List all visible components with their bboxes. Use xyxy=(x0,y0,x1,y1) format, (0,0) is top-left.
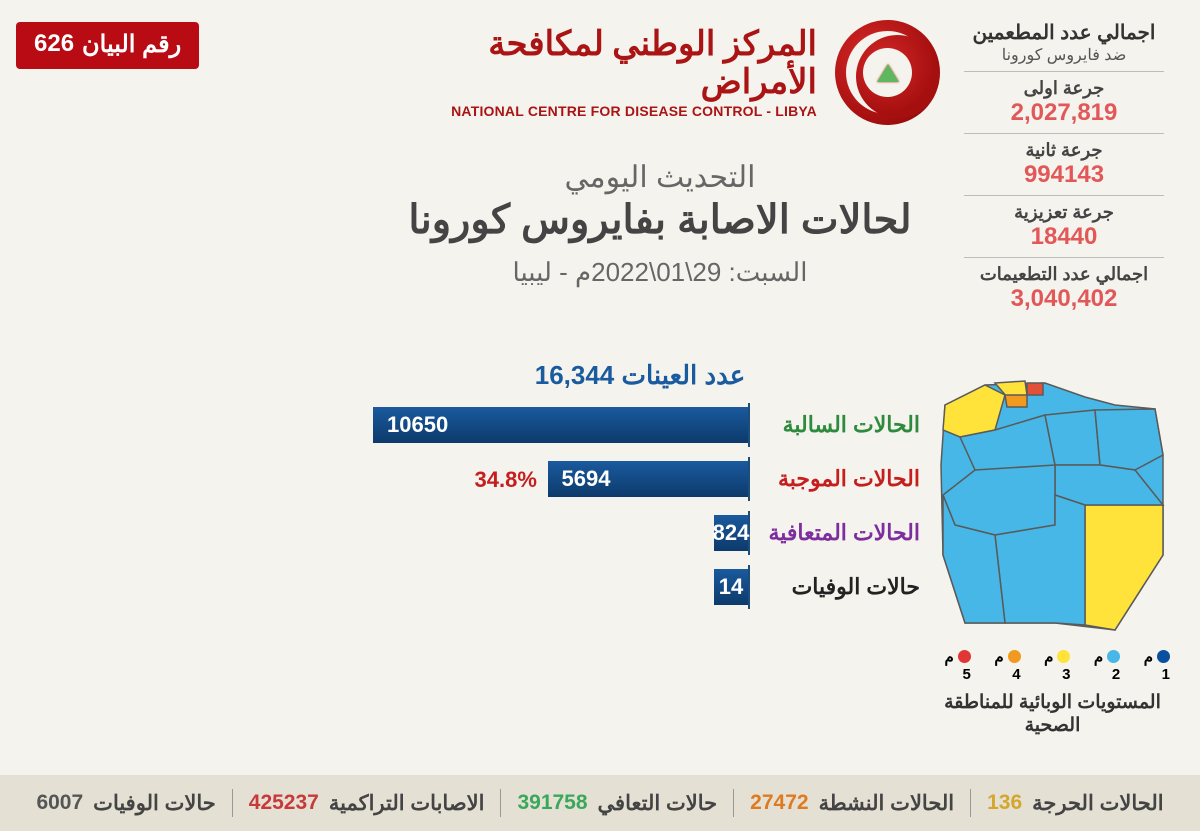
legend-item: م 2 xyxy=(1084,648,1120,683)
legend-item: م 5 xyxy=(935,648,971,683)
footer-label: الحالات النشطة xyxy=(819,791,955,816)
footer-item: الحالات الحرجة 136 xyxy=(987,791,1163,816)
chart-label: حالات الوفيات xyxy=(750,574,920,600)
map-caption: المستويات الوبائية للمناطقة الصحية xyxy=(935,691,1170,737)
chart-row: حالات الوفيات 14 xyxy=(360,565,920,609)
legend-dot xyxy=(1057,650,1070,663)
vax-label: جرعة تعزيزية xyxy=(964,202,1164,223)
chart-bar: 14 xyxy=(714,569,748,605)
vax-row: جرعة اولى 2,027,819 xyxy=(964,71,1164,133)
footer-label: الحالات الحرجة xyxy=(1032,791,1163,816)
footer-label: حالات التعافي xyxy=(598,791,718,816)
title-block: التحديث اليومي لحالات الاصابة بفايروس كو… xyxy=(380,160,940,288)
map-region xyxy=(1095,409,1163,470)
vax-row: جرعة ثانية 994143 xyxy=(964,133,1164,195)
vax-label: جرعة اولى xyxy=(964,78,1164,99)
legend-dot xyxy=(1008,650,1021,663)
org-name-ar: المركز الوطني لمكافحة الأمراض xyxy=(420,26,817,101)
vax-label: جرعة ثانية xyxy=(964,140,1164,161)
footer-sep xyxy=(970,789,971,817)
footer-item: الاصابات التراكمية 425237 xyxy=(249,791,485,816)
legend-item: م 4 xyxy=(985,648,1021,683)
footer-label: الاصابات التراكمية xyxy=(329,791,485,816)
footer-item: الحالات النشطة 27472 xyxy=(750,791,954,816)
org-name-en: NATIONAL CENTRE FOR DISEASE CONTROL - LI… xyxy=(420,103,817,119)
chart-pct: 34.8% xyxy=(475,467,537,493)
vax-row: اجمالي عدد التطعيمات 3,040,402 xyxy=(964,257,1164,319)
footer-value: 425237 xyxy=(249,791,319,816)
legend-item: م 1 xyxy=(1134,648,1170,683)
legend-item: م 3 xyxy=(1035,648,1071,683)
vax-value: 3,040,402 xyxy=(964,285,1164,313)
vax-header-1: اجمالي عدد المطعمين xyxy=(964,20,1164,45)
legend-dot xyxy=(958,650,971,663)
chart-label: الحالات السالبة xyxy=(750,412,920,438)
vaccination-panel: اجمالي عدد المطعمين ضد فايروس كورونا جرع… xyxy=(964,20,1164,319)
ncdc-logo xyxy=(835,20,940,125)
legend-dot xyxy=(1157,650,1170,663)
footer-sep xyxy=(232,789,233,817)
vax-value: 2,027,819 xyxy=(964,99,1164,127)
title-line3: السبت: 29\01\2022م - ليبيا xyxy=(380,257,940,288)
chart-bar: 10650 xyxy=(373,407,748,443)
vax-label: اجمالي عدد التطعيمات xyxy=(964,264,1164,285)
summary-footer: الحالات الحرجة 136 الحالات النشطة 27472 حا… xyxy=(0,775,1200,831)
bulletin-badge: رقم البيان 626 xyxy=(16,22,199,69)
vax-header-2: ضد فايروس كورونا xyxy=(964,45,1164,65)
chart-bar-wrap: 824 xyxy=(370,511,750,555)
chart-title: عدد العينات 16,344 xyxy=(360,360,920,391)
vax-value: 994143 xyxy=(964,161,1164,189)
footer-value: 136 xyxy=(987,791,1022,816)
title-line2: لحالات الاصابة بفايروس كورونا xyxy=(380,197,940,243)
vax-value: 18440 xyxy=(964,223,1164,251)
footer-value: 391758 xyxy=(517,791,587,816)
map-region xyxy=(1005,395,1027,407)
footer-item: حالات الوفيات 6007 xyxy=(36,791,215,816)
badge-label: رقم البيان xyxy=(82,30,181,59)
chart-bar-wrap: 14 xyxy=(370,565,750,609)
chart-row: الحالات السالبة 10650 xyxy=(360,403,920,447)
footer-label: حالات الوفيات xyxy=(93,791,216,816)
badge-number: 626 xyxy=(34,30,74,59)
vax-row: جرعة تعزيزية 18440 xyxy=(964,195,1164,257)
cases-chart: عدد العينات 16,344 الحالات السالبة 10650… xyxy=(360,360,920,619)
legend-dot xyxy=(1107,650,1120,663)
chart-row: الحالات المتعافية 824 xyxy=(360,511,920,555)
map-legend: م 1 م 2 م 3 م 4 م 5 xyxy=(935,648,1170,683)
chart-bar-wrap: 5694 34.8% xyxy=(370,457,750,501)
map-region xyxy=(1085,505,1163,630)
chart-row: الحالات الموجبة 5694 34.8% xyxy=(360,457,920,501)
chart-label: الحالات المتعافية xyxy=(750,520,920,546)
footer-value: 27472 xyxy=(750,791,808,816)
map-panel: م 1 م 2 م 3 م 4 م 5 المستويات الوبائية للمنا… xyxy=(935,375,1170,737)
map-region xyxy=(1027,383,1043,395)
libya-map xyxy=(935,375,1170,635)
footer-sep xyxy=(500,789,501,817)
footer-sep xyxy=(733,789,734,817)
chart-label: الحالات الموجبة xyxy=(750,466,920,492)
chart-bar-wrap: 10650 xyxy=(370,403,750,447)
header: المركز الوطني لمكافحة الأمراض NATIONAL C… xyxy=(420,20,940,125)
map-region xyxy=(1045,410,1100,465)
footer-value: 6007 xyxy=(36,791,83,816)
chart-bar: 824 xyxy=(714,515,748,551)
title-line1: التحديث اليومي xyxy=(380,160,940,195)
footer-item: حالات التعافي 391758 xyxy=(517,791,717,816)
chart-bar: 5694 xyxy=(548,461,748,497)
